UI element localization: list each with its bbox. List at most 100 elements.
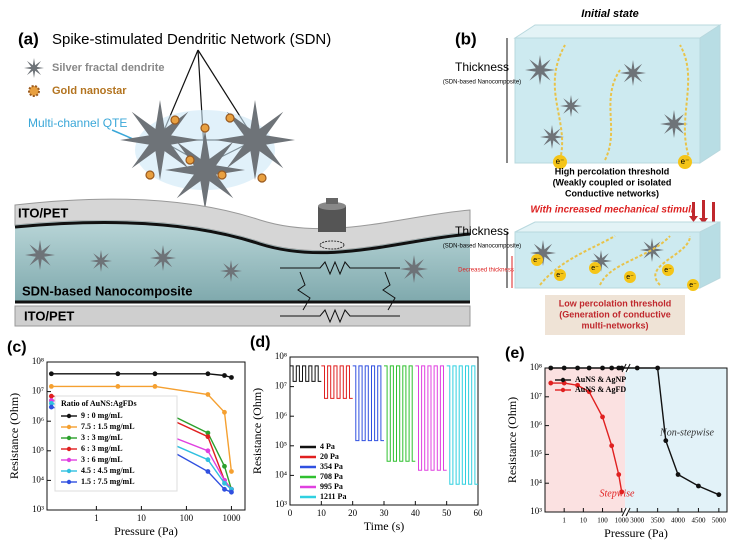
note: (Generation of conductive	[559, 309, 671, 319]
electron-label: e⁻	[689, 282, 697, 289]
x-tick-label: 10	[317, 508, 327, 518]
legend-marker	[66, 479, 72, 485]
box-top	[513, 24, 722, 39]
legend-label: 3 : 3 mg/mL	[81, 433, 123, 442]
electron-label: e⁻	[556, 157, 565, 166]
note: Conductive networks)	[565, 188, 659, 198]
legend-marker	[66, 468, 72, 474]
state-label: Initial state	[581, 8, 638, 20]
y-tick-label: 10⁶	[32, 415, 44, 425]
data-point	[152, 383, 158, 389]
series-line	[51, 373, 232, 379]
annotation: Non-stepwise	[659, 427, 714, 438]
y-axis-label: Resistance (Ohm)	[250, 388, 264, 474]
legend-label: 20 Pa	[320, 452, 339, 461]
data-point	[619, 489, 625, 495]
data-point	[222, 480, 227, 486]
x-tick-label: 0	[288, 508, 293, 518]
data-point	[229, 469, 234, 474]
data-point	[205, 469, 211, 474]
box-side	[699, 221, 721, 289]
data-point	[48, 371, 54, 377]
nanostar-icon	[28, 85, 40, 97]
x-tick-label: 100	[597, 517, 608, 525]
legend-box	[54, 395, 178, 492]
layer-label: SDN-based Nanocomposite	[22, 283, 192, 298]
x-tick-label: 1000	[615, 517, 630, 525]
y-tick-label: 10⁵	[530, 448, 542, 458]
legend-label: 3 : 6 mg/mL	[81, 455, 123, 464]
qte-label: Multi-channel QTE	[28, 116, 127, 130]
x-axis-label: Time (s)	[364, 519, 405, 533]
legend-label: 1211 Pa	[320, 492, 346, 501]
data-point	[205, 457, 211, 463]
y-axis-label: Resistance (Ohm)	[505, 397, 519, 483]
thickness-sub: (SDN-based Nanocomposite)	[443, 244, 521, 250]
x-tick-label: 5000	[712, 517, 727, 525]
paths	[553, 44, 691, 161]
y-tick-label: 10⁴	[275, 469, 287, 479]
data-point	[586, 365, 592, 371]
electrons-top: e⁻ e⁻	[553, 155, 692, 169]
data-point	[663, 438, 669, 444]
panel-a: (a) Spike-stimulated Dendritic Network (…	[14, 29, 471, 327]
legend-label: AuNS & AgNP	[575, 375, 626, 384]
y-tick-label: 10⁴	[530, 477, 542, 487]
panel-label: (b)	[455, 29, 477, 48]
x-tick-label: 100	[180, 513, 194, 523]
y-tick-label: 10⁷	[530, 391, 542, 401]
resistor-network	[280, 260, 400, 324]
legend-label: 4.5 : 4.5 mg/mL	[81, 466, 135, 475]
x-tick-label: 1000	[222, 513, 241, 523]
data-point	[205, 371, 211, 377]
y-tick-label: 10⁶	[530, 420, 542, 430]
legend-marker	[66, 457, 72, 463]
x-tick-label: 30	[380, 508, 390, 518]
axis-break	[623, 508, 630, 516]
data-point	[600, 365, 605, 371]
dendrite-icon	[24, 58, 44, 78]
x-tick-label: 4000	[671, 517, 686, 525]
legend-marker	[560, 387, 566, 393]
dendrite	[165, 130, 245, 210]
data-point	[48, 383, 54, 389]
series-line	[446, 365, 478, 485]
thickness-label: Thickness	[455, 60, 509, 74]
note-box	[545, 295, 685, 335]
data-point	[222, 486, 227, 492]
axis-break	[625, 507, 631, 517]
box-side	[699, 24, 721, 164]
data-point	[48, 400, 54, 406]
data-point	[609, 365, 615, 371]
series-line	[384, 365, 416, 462]
legend-label: 995 Pa	[320, 482, 343, 491]
data-point	[205, 434, 211, 440]
legend-marker	[66, 424, 72, 430]
data-point	[586, 389, 592, 395]
x-tick-label: 60	[474, 508, 484, 518]
thickness-label: Thickness	[455, 224, 509, 238]
data-point	[675, 472, 681, 477]
x-axis-label: Pressure (Pa)	[114, 524, 178, 538]
x-tick-label: 20	[348, 508, 358, 518]
series-line	[321, 365, 353, 399]
box-front	[514, 37, 701, 164]
y-tick-label: 10³	[275, 499, 287, 509]
legend-marker	[66, 435, 72, 441]
data-point	[205, 430, 211, 436]
y-tick-label: 10⁴	[32, 474, 44, 484]
x-tick-label: 4500	[691, 517, 706, 525]
panel-label: (a)	[18, 29, 39, 48]
electron-label: e⁻	[533, 257, 541, 264]
composite-layer	[15, 220, 470, 302]
data-point	[48, 404, 54, 410]
data-point	[696, 483, 701, 489]
data-point	[600, 414, 605, 420]
legend-label: AuNS & AgFD	[575, 385, 626, 394]
data-point	[229, 489, 234, 495]
data-point	[222, 463, 227, 469]
stimuli-label: With increased mechanical stimuli	[530, 205, 694, 216]
thickness-sub: (SDN-based Nanocomposite)	[443, 80, 521, 86]
electrode	[14, 220, 471, 255]
